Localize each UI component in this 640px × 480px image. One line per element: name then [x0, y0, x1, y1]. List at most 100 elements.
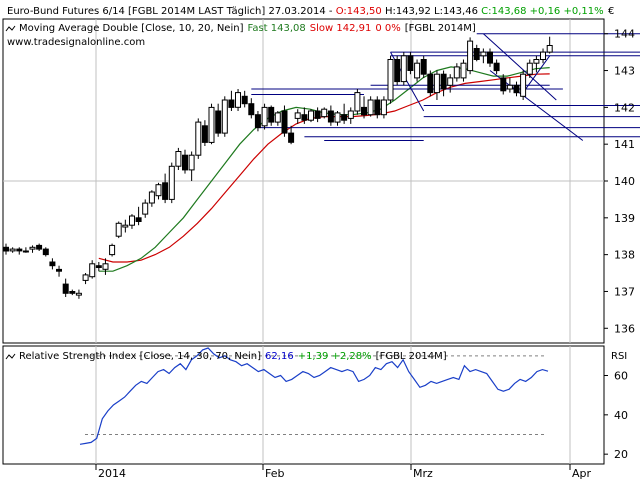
candle-body-up — [129, 215, 135, 226]
candle — [513, 81, 520, 97]
candle-body-up — [29, 246, 36, 250]
candle — [56, 265, 62, 277]
candle-body-up — [188, 154, 195, 171]
candle-body-up — [546, 45, 553, 53]
candle — [433, 70, 440, 100]
candle — [3, 243, 9, 255]
high-low-values: H:143,92 L:143,46 — [382, 6, 481, 17]
candle-body-up — [82, 274, 89, 281]
candle-body-down — [301, 114, 308, 121]
candle-body-up — [321, 108, 328, 118]
candle-body-down — [493, 62, 500, 72]
candle — [367, 96, 374, 117]
candle — [374, 96, 381, 119]
candle — [29, 245, 36, 253]
candle-body-up — [115, 222, 122, 237]
candle — [268, 105, 275, 126]
candle-body-up — [334, 112, 341, 123]
candle — [201, 120, 208, 146]
candle-body-down — [440, 73, 447, 90]
candle — [394, 55, 401, 86]
candle-body-down — [248, 103, 255, 116]
candle-body-down — [36, 244, 43, 250]
candle-body-down — [327, 110, 334, 123]
candle-body-down — [268, 106, 275, 123]
candle — [62, 278, 69, 297]
candle — [9, 247, 16, 253]
candle — [75, 289, 82, 299]
candle — [69, 289, 76, 296]
candle — [16, 247, 23, 255]
candle — [182, 149, 188, 174]
candle-body-down — [3, 246, 9, 252]
candle-body-up — [261, 106, 268, 127]
ma-legend-line: Moving Average Double [Close, 10, 20, Ne… — [19, 23, 476, 34]
candle — [228, 90, 235, 111]
time-tick-label: Apr — [572, 467, 592, 480]
rsi-gridlines — [95, 346, 571, 464]
candle — [440, 70, 447, 97]
price-tick-label: 140 — [614, 175, 635, 188]
candle-body-up — [75, 292, 82, 296]
candle-body-down — [314, 110, 321, 119]
candle-body-up — [208, 106, 215, 143]
candle — [308, 109, 314, 123]
candle-body-up — [155, 184, 162, 197]
candle — [294, 109, 301, 124]
rsi-series — [79, 347, 549, 445]
candle-body-up — [168, 165, 175, 200]
candle-body-up — [480, 51, 487, 57]
candle-body-up — [235, 92, 241, 108]
candle-body-down — [182, 154, 188, 171]
price-axis-ticks: 136 137 138 139 140 141 142 143 144 — [604, 28, 635, 335]
trendline — [522, 55, 551, 93]
chart-title-line: Euro-Bund Futures 6/14 [FGBL 2014M LAST … — [7, 6, 604, 17]
candlesticks — [3, 36, 553, 299]
candle — [473, 44, 480, 62]
candle — [248, 98, 255, 119]
candle-body-up — [380, 99, 387, 116]
ma-label: Moving Average Double [Close, 10, 20, Ne… — [19, 23, 244, 34]
candle — [49, 258, 56, 270]
rsi-tick-label: 40 — [614, 409, 628, 422]
candle-body-down — [162, 182, 169, 200]
close-value: C:143,68 +0,16 +0,11% — [481, 6, 604, 17]
trendline — [483, 33, 557, 101]
candle-body-down — [473, 48, 480, 60]
candle — [301, 107, 308, 124]
candle — [281, 105, 288, 137]
candle-body-down — [215, 110, 222, 134]
candle — [321, 107, 328, 119]
rsi-change: +1,39 +2,28% — [298, 351, 372, 362]
candle-body-up — [533, 59, 540, 64]
candle — [261, 103, 268, 130]
candle — [487, 48, 493, 67]
ma-symbol: [FGBL 2014M] — [405, 23, 476, 34]
rsi-legend-line: Relative Strength Index [Close, 14, 30, … — [19, 351, 447, 362]
candle-body-up — [148, 191, 155, 204]
rsi-label: Relative Strength Index [Close, 14, 30, … — [19, 351, 261, 362]
candle — [22, 247, 29, 253]
candle — [95, 262, 102, 272]
candle-body-up — [400, 55, 407, 83]
candle-body-up — [367, 99, 374, 116]
candle-body-down — [62, 283, 69, 294]
candle-body-up — [526, 62, 533, 75]
candle-body-down — [281, 110, 288, 134]
candle — [109, 243, 116, 257]
candle — [254, 111, 261, 132]
candle — [361, 96, 367, 119]
candle-body-up — [89, 263, 96, 278]
candle — [493, 59, 500, 75]
candle — [347, 107, 354, 124]
ma-legend-icon — [5, 25, 16, 32]
candle-body-down — [42, 248, 49, 256]
candle — [129, 214, 135, 229]
candle-body-down — [201, 125, 208, 143]
price-tick-label: 139 — [614, 212, 635, 225]
fast-ma-value: Fast 143,08 — [247, 23, 305, 34]
candle — [400, 52, 407, 86]
currency-symbol: € — [608, 6, 614, 17]
candle-body-down — [341, 114, 348, 121]
candle — [314, 107, 321, 123]
